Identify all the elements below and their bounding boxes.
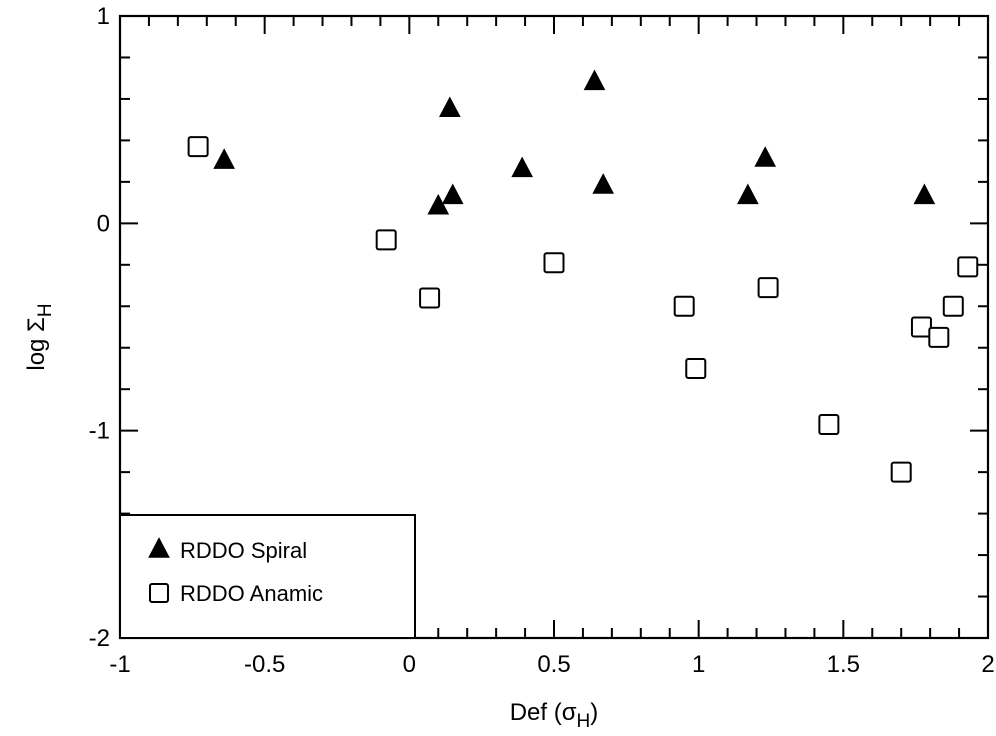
- legend-label: RDDO Spiral: [180, 538, 307, 563]
- y-tick-label: 1: [97, 3, 110, 30]
- anamic-point: [757, 277, 779, 299]
- anamic-point: [942, 295, 964, 317]
- spiral-point: [754, 146, 777, 167]
- tick-labels: -1 -0.5 0 0.5 1 1.5 2-2-101: [89, 3, 995, 678]
- y-tick-label: -2: [89, 625, 110, 652]
- x-tick-label: -1: [109, 651, 130, 678]
- spiral-point: [441, 183, 464, 205]
- spiral-point: [427, 193, 450, 215]
- y-axis-label: log ΣH: [23, 303, 56, 370]
- legend-triangle-icon: [148, 537, 170, 558]
- anamic-point: [928, 326, 950, 348]
- anamic-point: [187, 136, 209, 158]
- anamic-point: [375, 229, 397, 251]
- spiral-point: [583, 69, 606, 91]
- y-tick-label: -1: [89, 418, 110, 445]
- legend-items: RDDO Spiral RDDO Anamic: [148, 537, 323, 606]
- x-tick-label: 0.5: [537, 651, 570, 678]
- anamic-point: [673, 295, 695, 317]
- anamic-point: [910, 316, 932, 338]
- spiral-point: [913, 183, 936, 205]
- legend-label: RDDO Anamic: [180, 581, 323, 606]
- x-tick-label: 0: [403, 651, 416, 678]
- x-tick-label: 1.5: [827, 651, 860, 678]
- plot-frame: [118, 14, 990, 640]
- anamic-point: [685, 357, 707, 379]
- spiral-point: [213, 148, 235, 169]
- legend-box: [119, 514, 416, 639]
- spiral-point: [439, 96, 461, 118]
- anamic-point: [419, 287, 441, 309]
- x-axis-label: Def (σH): [510, 699, 599, 732]
- y-tick-label: 0: [97, 210, 110, 237]
- legend: RDDO Spiral RDDO Anamic: [119, 514, 416, 639]
- spiral-point: [592, 173, 615, 194]
- anamic-point: [543, 252, 565, 274]
- x-tick-label: -0.5: [244, 651, 285, 678]
- anamic-point: [818, 413, 840, 435]
- x-tick-label: 2: [981, 651, 994, 678]
- legend-square-icon: [149, 583, 169, 603]
- anamic-point: [957, 256, 979, 278]
- anamic-point: [890, 461, 912, 483]
- x-tick-label: 1: [692, 651, 705, 678]
- spiral-point: [511, 156, 534, 178]
- data-points: [187, 69, 979, 483]
- spiral-point: [737, 183, 759, 205]
